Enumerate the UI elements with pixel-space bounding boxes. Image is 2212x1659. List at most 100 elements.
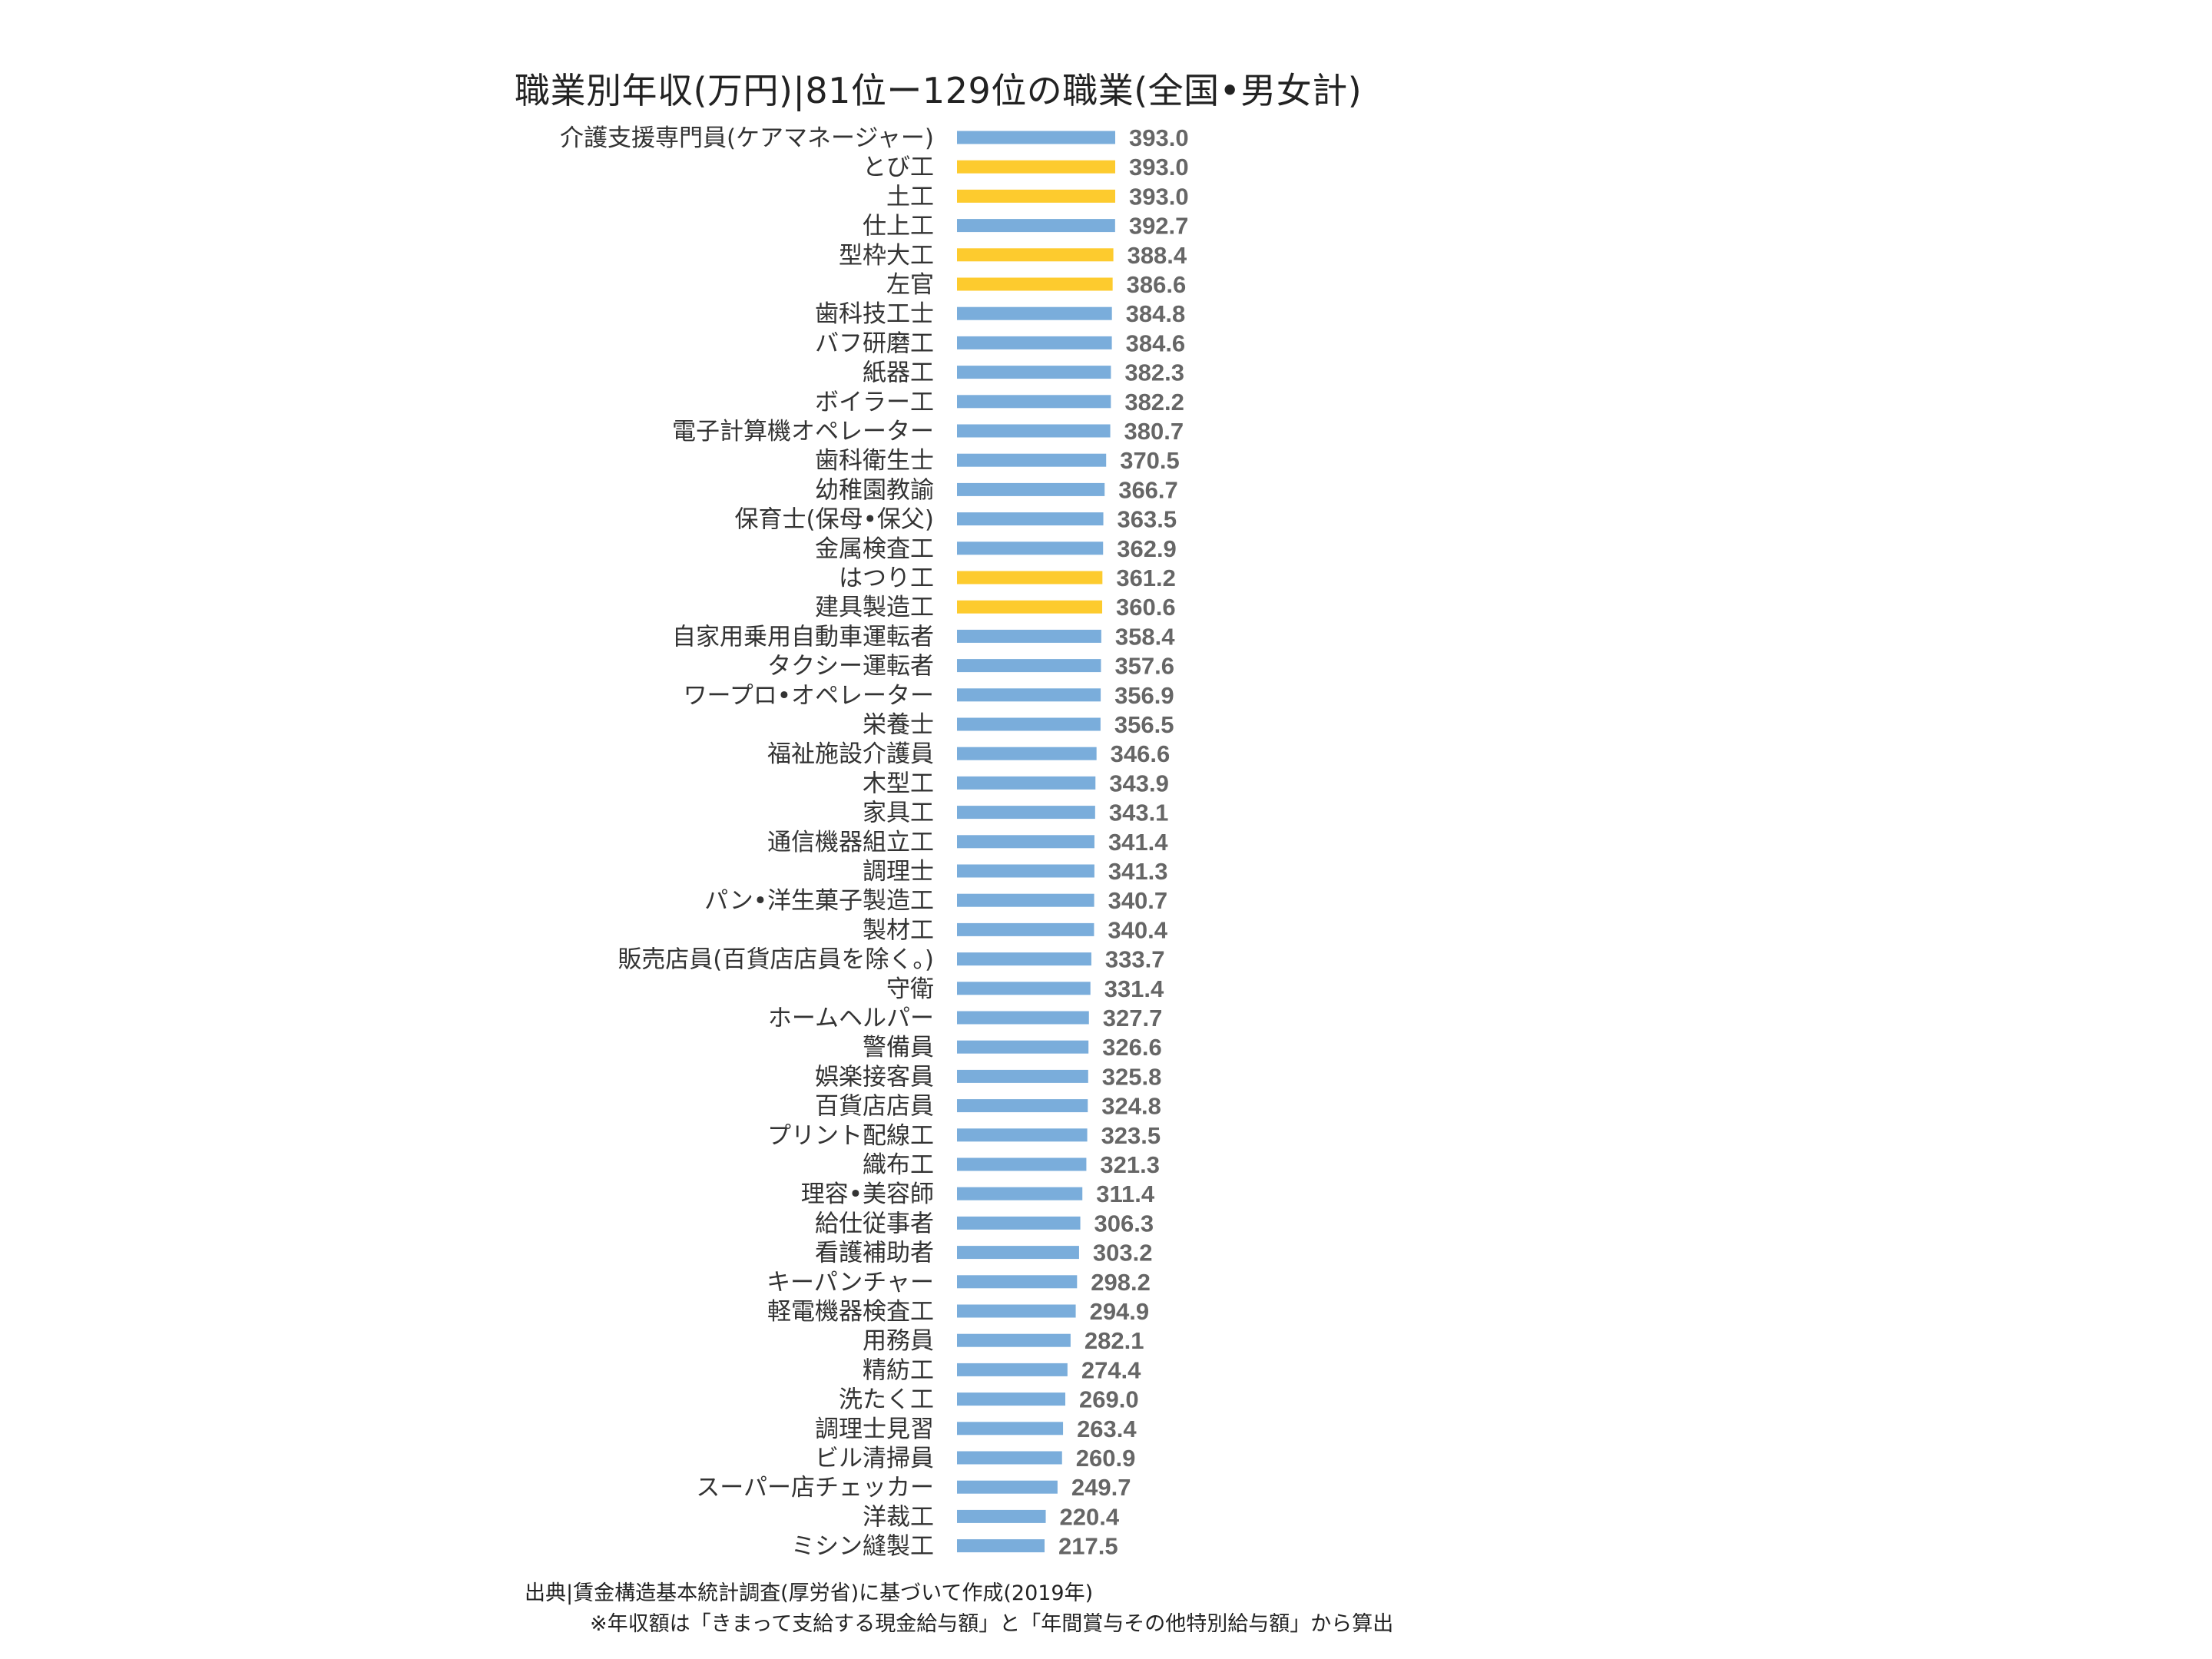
value-label: 356.5 bbox=[1114, 711, 1174, 738]
bar bbox=[957, 600, 1103, 614]
category-label: 看護補助者 bbox=[815, 1240, 934, 1267]
bar bbox=[957, 1509, 1046, 1523]
bar bbox=[957, 952, 1091, 966]
category-label: 調理士 bbox=[863, 858, 934, 886]
value-label: 249.7 bbox=[1071, 1474, 1131, 1501]
category-label: 木型工 bbox=[863, 770, 934, 797]
bar bbox=[957, 1480, 1058, 1494]
source-text: 出典|賃金構造基本統計調査(厚労省)に基づいて作成(2019年) bbox=[525, 1581, 1094, 1605]
value-label: 366.7 bbox=[1118, 476, 1178, 503]
value-label: 361.2 bbox=[1116, 565, 1176, 591]
bar bbox=[957, 864, 1094, 878]
category-label: 歯科技工士 bbox=[815, 300, 934, 328]
category-label: 軽電機器検査工 bbox=[767, 1298, 934, 1326]
bar bbox=[957, 659, 1101, 673]
category-label: 調理士見習 bbox=[815, 1416, 934, 1443]
bar bbox=[957, 160, 1115, 174]
value-label: 311.4 bbox=[1096, 1181, 1155, 1207]
category-label: 販売店員(百貨店店員を除く。) bbox=[618, 946, 934, 974]
category-label: バフ研磨工 bbox=[815, 329, 934, 357]
value-label: 380.7 bbox=[1124, 418, 1184, 445]
bar bbox=[957, 1451, 1062, 1465]
value-label: 356.9 bbox=[1114, 682, 1174, 709]
value-label: 358.4 bbox=[1115, 623, 1175, 650]
category-label: 娯楽接客員 bbox=[815, 1063, 934, 1091]
value-label: 303.2 bbox=[1093, 1240, 1153, 1267]
category-label: ボイラー工 bbox=[815, 389, 934, 416]
bar bbox=[957, 835, 1094, 849]
bar bbox=[957, 453, 1107, 467]
value-label: 321.3 bbox=[1100, 1151, 1160, 1178]
bar bbox=[957, 512, 1104, 526]
category-label: 洗たく工 bbox=[839, 1386, 934, 1414]
value-label: 343.9 bbox=[1109, 770, 1169, 796]
bar bbox=[957, 336, 1112, 349]
category-label: 金属検査工 bbox=[815, 535, 934, 563]
bar bbox=[957, 1246, 1079, 1260]
value-label: 323.5 bbox=[1101, 1122, 1161, 1149]
value-label: 341.3 bbox=[1108, 858, 1168, 885]
category-label: パン•洋生菓子製造工 bbox=[704, 887, 934, 915]
bar bbox=[957, 806, 1095, 820]
value-label: 382.3 bbox=[1124, 359, 1184, 386]
bar bbox=[957, 688, 1101, 702]
value-label: 327.7 bbox=[1103, 1005, 1163, 1031]
bar bbox=[957, 629, 1101, 643]
bar bbox=[957, 1363, 1068, 1376]
value-label: 340.4 bbox=[1108, 916, 1167, 943]
bar bbox=[957, 1216, 1081, 1230]
value-label: 220.4 bbox=[1060, 1503, 1120, 1530]
value-label: 362.9 bbox=[1117, 535, 1177, 562]
value-label: 384.8 bbox=[1126, 300, 1186, 327]
value-label: 357.6 bbox=[1114, 653, 1174, 680]
bar bbox=[957, 248, 1114, 262]
value-label: 384.6 bbox=[1126, 329, 1186, 356]
value-label: 306.3 bbox=[1094, 1210, 1154, 1237]
category-label: 幼稚園教諭 bbox=[815, 476, 934, 504]
category-label: 守衛 bbox=[886, 975, 934, 1003]
category-label: はつり工 bbox=[839, 565, 934, 592]
value-label: 217.5 bbox=[1058, 1533, 1118, 1560]
bar bbox=[957, 189, 1115, 203]
bar bbox=[957, 922, 1094, 936]
category-label: プリント配線工 bbox=[767, 1122, 934, 1150]
chart-title: 職業別年収(万円)|81位ー129位の職業(全国•男女計) bbox=[515, 70, 1363, 111]
category-label: ミシン縫製工 bbox=[791, 1533, 934, 1561]
value-label: 282.1 bbox=[1084, 1327, 1144, 1354]
bar bbox=[957, 747, 1097, 760]
bar bbox=[957, 1099, 1088, 1113]
bar bbox=[957, 1187, 1083, 1200]
value-label: 363.5 bbox=[1118, 506, 1177, 533]
bar bbox=[957, 277, 1113, 291]
value-label: 382.2 bbox=[1124, 389, 1184, 416]
bar bbox=[957, 1011, 1089, 1025]
category-label: 建具製造工 bbox=[815, 594, 934, 621]
category-label: 通信機器組立工 bbox=[767, 829, 934, 856]
value-label: 370.5 bbox=[1120, 447, 1180, 474]
bar bbox=[957, 1422, 1064, 1435]
value-label: 333.7 bbox=[1105, 946, 1165, 973]
value-label: 393.0 bbox=[1129, 183, 1189, 210]
value-label: 360.6 bbox=[1116, 594, 1176, 621]
value-label: 340.7 bbox=[1108, 887, 1168, 914]
bar bbox=[957, 131, 1115, 144]
value-label: 393.0 bbox=[1129, 154, 1189, 180]
category-label: 保育士(保母•保父) bbox=[735, 506, 934, 534]
category-label: 土工 bbox=[886, 183, 934, 210]
value-label: 294.9 bbox=[1090, 1298, 1150, 1325]
category-label: 織布工 bbox=[863, 1151, 934, 1179]
category-label: 左官 bbox=[886, 271, 934, 299]
value-label: 274.4 bbox=[1081, 1356, 1141, 1383]
bar bbox=[957, 1304, 1076, 1318]
bar bbox=[957, 893, 1094, 907]
note-text: ※年収額は「きまって支給する現金給与額」と「年間賞与その他特別給与額」から算出 bbox=[590, 1612, 1394, 1636]
bar bbox=[957, 306, 1112, 320]
bar bbox=[957, 1539, 1045, 1553]
category-label: 百貨店店員 bbox=[815, 1093, 934, 1121]
category-label: キーパンチャー bbox=[767, 1269, 934, 1296]
category-label: 歯科衛生士 bbox=[815, 447, 934, 475]
bar bbox=[957, 395, 1111, 409]
value-label: 341.4 bbox=[1108, 829, 1168, 856]
category-label: ワープロ•オペレーター bbox=[684, 682, 934, 710]
category-label: 給仕従事者 bbox=[815, 1210, 934, 1237]
